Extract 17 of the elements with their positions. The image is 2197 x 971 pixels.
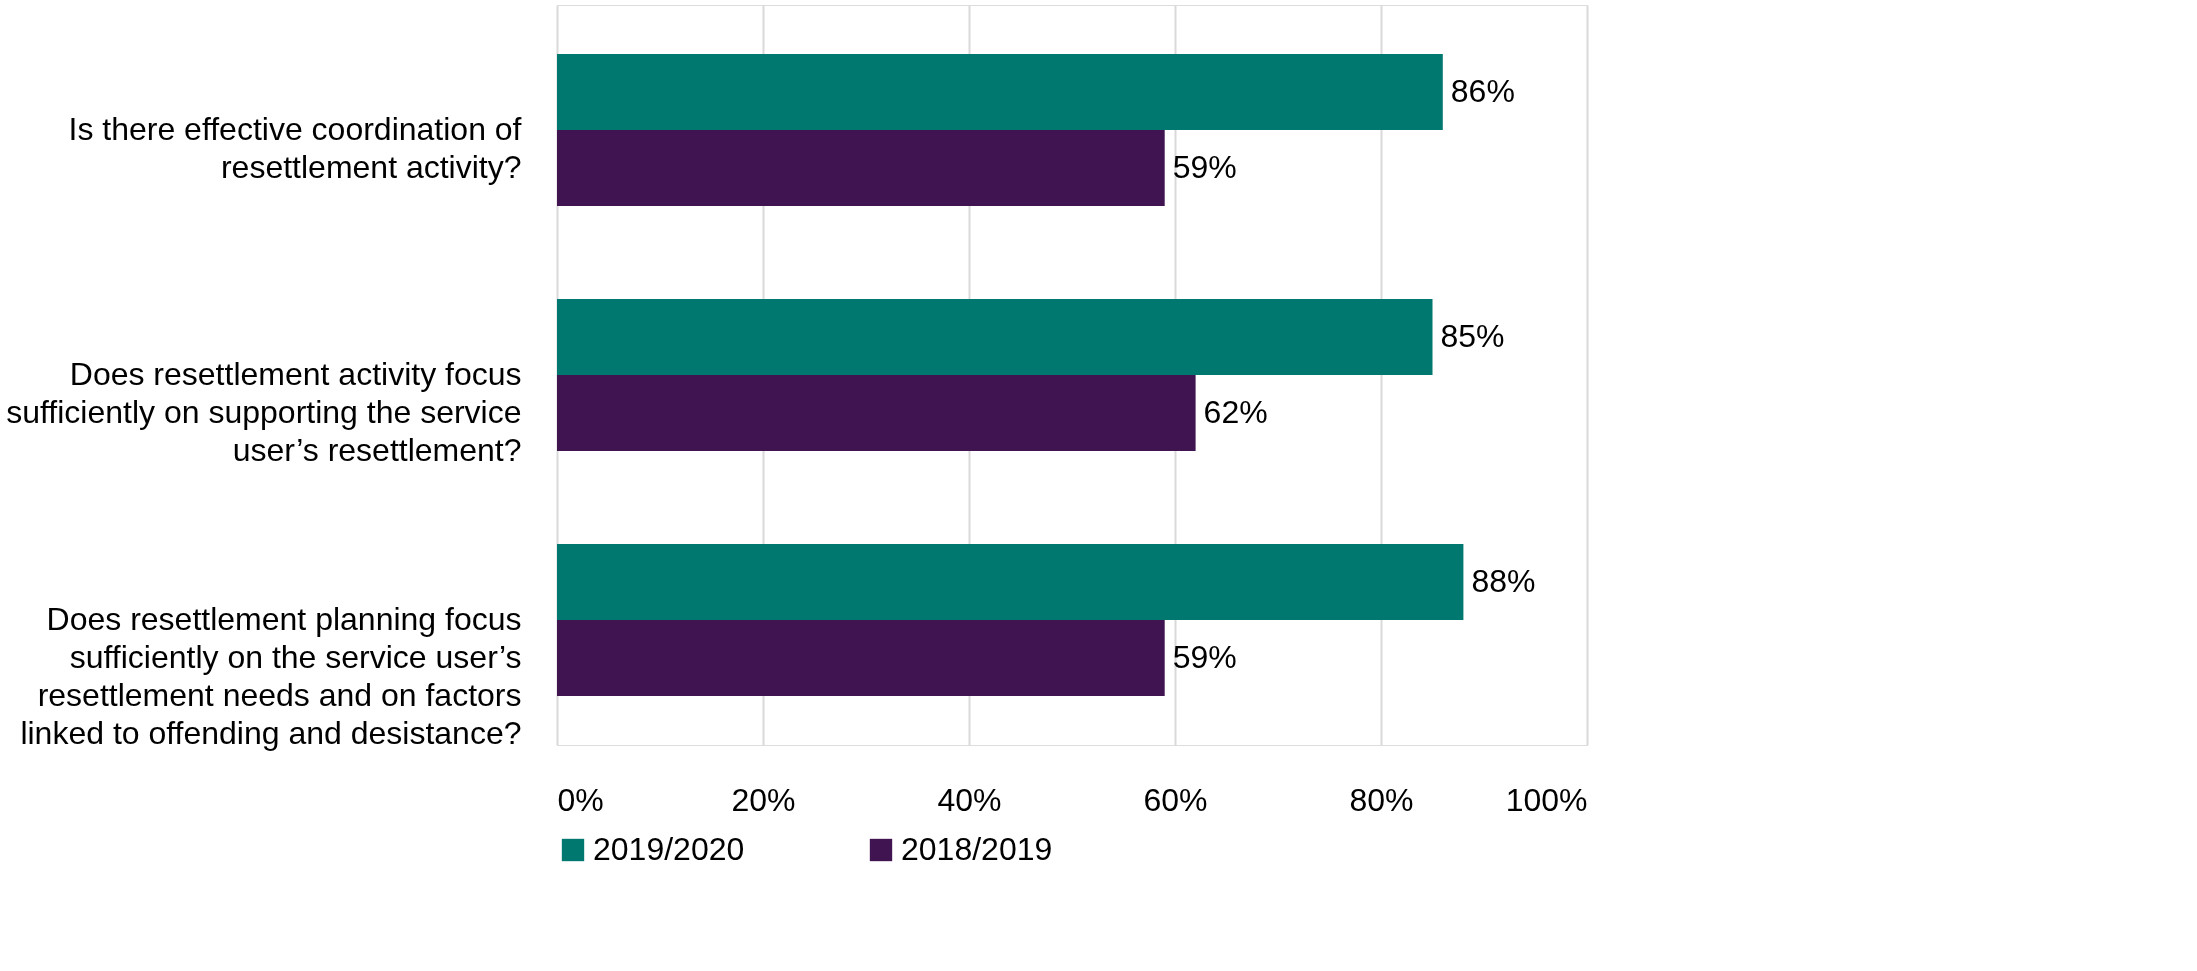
data-label: 59% xyxy=(1172,148,1237,185)
legend-label: 2019/2020 xyxy=(593,831,745,867)
legend-label: 2018/2019 xyxy=(901,831,1053,867)
data-label: 59% xyxy=(1172,639,1237,676)
data-label: 85% xyxy=(1440,318,1505,355)
x-tick-label: 100% xyxy=(1505,781,1588,818)
data-label: 88% xyxy=(1471,563,1536,600)
x-tick-label: 60% xyxy=(1143,781,1208,818)
x-tick-label: 40% xyxy=(937,781,1002,818)
y-tick-label: Does resettlement activity focus sufficiently on supporting the service user’s resettlement? xyxy=(6,356,522,468)
x-tick-label: 20% xyxy=(731,781,796,818)
x-tick-label: 80% xyxy=(1349,781,1414,818)
y-tick-label: Is there effective coordination of resettlement activity? xyxy=(68,110,522,185)
y-tick-label: Does resettlement planning focus sufficiently on the service user’s resettlement needs and on factors linked to offending and desistance? xyxy=(20,601,522,752)
x-tick-label: 0% xyxy=(557,781,604,818)
data-label: 86% xyxy=(1450,72,1515,109)
data-label: 62% xyxy=(1203,393,1268,430)
